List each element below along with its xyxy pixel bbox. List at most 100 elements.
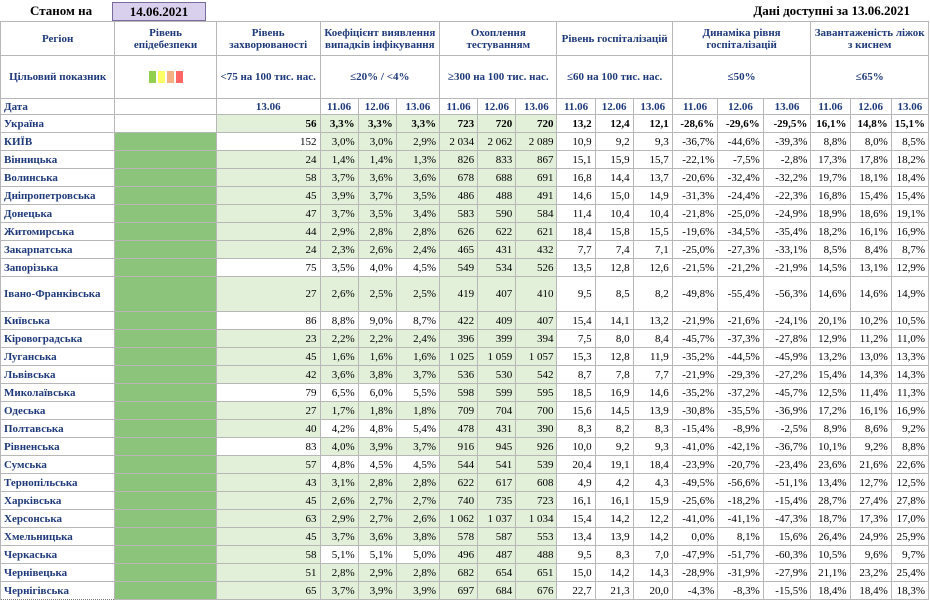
testing-value: 541 (477, 455, 517, 474)
testing-value: 867 (515, 150, 558, 169)
hosp-dyn-value: -34,5% (717, 222, 764, 241)
oxygen-value: 19,1% (890, 204, 930, 223)
positivity-value: 3,0% (319, 132, 359, 151)
hosp-value: 8,2 (594, 419, 634, 438)
positivity-value: 2,8% (319, 563, 359, 582)
table-row: Вінницька 24 1,4% 1,4% 1,3% 826 833 867 15,1 15,9… (0, 150, 930, 169)
epid-level-cell (114, 168, 217, 187)
testing-value: 530 (477, 365, 517, 384)
hosp-dyn-value: -27,8% (762, 329, 812, 348)
hosp-dyn-value: -24,4% (717, 186, 764, 205)
table-row: Тернопільська 43 3,1% 2,8% 2,8% 622 617 608 4,9 4… (0, 473, 930, 492)
region-name: Одеська (0, 401, 116, 420)
epid-level-cell (114, 365, 217, 384)
hosp-value: 14,2 (594, 563, 634, 582)
date-oxy-1: 11.06 (810, 98, 851, 115)
hosp-dyn-value: -37,2% (717, 383, 764, 402)
hosp-value: 9,5 (556, 276, 596, 312)
incidence-value: 24 (215, 150, 321, 169)
incidence-value: 45 (215, 347, 321, 366)
hosp-dyn-value: -36,7% (671, 132, 719, 151)
positivity-value: 2,4% (395, 329, 441, 348)
oxygen-value: 23,6% (810, 455, 851, 474)
hosp-dyn-value: -27,3% (717, 240, 764, 259)
hosp-dyn-value: -2,5% (762, 419, 812, 438)
positivity-value: 3,8% (395, 527, 441, 546)
testing-value: 926 (515, 437, 558, 456)
hosp-value: 8,3 (556, 419, 596, 438)
positivity-value: 4,8% (357, 419, 397, 438)
hosp-value: 13,5 (556, 258, 596, 277)
hosp-value: 13,2 (556, 114, 596, 133)
table-row: Полтавська 40 4,2% 4,8% 5,4% 478 431 390 8,3 8,2 8… (0, 419, 930, 438)
testing-value: 394 (515, 329, 558, 348)
hosp-value: 7,1 (632, 240, 673, 259)
epid-level-cell (114, 150, 217, 169)
oxygen-value: 12,9% (810, 329, 851, 348)
table-row: Україна 56 3,3% 3,3% 3,3% 723 720 720 13,2 12,4 12… (0, 114, 930, 133)
oxygen-value: 16,9% (890, 222, 930, 241)
incidence-value: 27 (215, 276, 321, 312)
hosp-value: 8,2 (632, 276, 673, 312)
oxygen-value: 17,8% (849, 150, 892, 169)
date-oxy-2: 12.06 (849, 98, 892, 115)
positivity-value: 2,2% (319, 329, 359, 348)
region-name: Житомирська (0, 222, 116, 241)
incidence-value: 47 (215, 204, 321, 223)
testing-value: 691 (515, 168, 558, 187)
testing-value: 626 (439, 222, 479, 241)
incidence-value: 86 (215, 311, 321, 330)
epid-table: Регіон Рівень епідебезпеки Рівень захвор… (0, 21, 930, 600)
positivity-value: 4,0% (319, 437, 359, 456)
oxygen-value: 18,2% (810, 222, 851, 241)
hosp-dyn-value: -32,2% (762, 168, 812, 187)
hosp-value: 7,7 (632, 365, 673, 384)
testing-value: 526 (515, 258, 558, 277)
epid-level-cell (114, 240, 217, 259)
testing-value: 432 (515, 240, 558, 259)
oxygen-value: 17,3% (810, 150, 851, 169)
oxygen-value: 15,4% (890, 186, 930, 205)
col-hosp: Рівень госпіталізацій (556, 21, 673, 56)
positivity-value: 4,8% (319, 455, 359, 474)
oxygen-value: 8,6% (849, 419, 892, 438)
positivity-value: 1,4% (357, 150, 397, 169)
hosp-dyn-value: -21,6% (717, 311, 764, 330)
oxygen-value: 27,4% (849, 491, 892, 510)
oxygen-value: 9,6% (849, 545, 892, 564)
hosp-value: 9,5 (556, 545, 596, 564)
testing-value: 599 (477, 383, 517, 402)
positivity-value: 2,6% (319, 491, 359, 510)
oxygen-value: 18,1% (849, 168, 892, 187)
positivity-value: 2,9% (395, 132, 441, 151)
epid-level-cell (114, 311, 217, 330)
incidence-value: 58 (215, 545, 321, 564)
target-incidence: <75 на 100 тис. нас. (215, 55, 321, 99)
table-row: Харківська 45 2,6% 2,7% 2,7% 740 735 723 16,1 16,… (0, 491, 930, 510)
hosp-value: 13,2 (632, 311, 673, 330)
table-row: Закарпатська 24 2,3% 2,6% 2,4% 465 431 432 7,7 7,… (0, 240, 930, 259)
oxygen-value: 24,9% (849, 527, 892, 546)
positivity-value: 3,9% (357, 581, 397, 600)
hosp-dyn-value: -29,3% (717, 365, 764, 384)
hosp-dyn-value: -47,3% (762, 509, 812, 528)
testing-value: 409 (477, 311, 517, 330)
hosp-dyn-value: -24,9% (762, 204, 812, 223)
epid-level-cell (114, 527, 217, 546)
hosp-dyn-value: -41,1% (717, 509, 764, 528)
oxygen-value: 10,5% (890, 311, 930, 330)
oxygen-value: 28,7% (810, 491, 851, 510)
hosp-value: 14,6 (632, 383, 673, 402)
region-name: Тернопільська (0, 473, 116, 492)
table-row: Хмельницька 45 3,7% 3,6% 3,8% 578 587 553 13,4 13… (0, 527, 930, 546)
incidence-value: 51 (215, 563, 321, 582)
hosp-dyn-value: -27,9% (762, 563, 812, 582)
positivity-value: 3,9% (395, 581, 441, 600)
hosp-dyn-value: -21,2% (717, 258, 764, 277)
testing-value: 684 (477, 581, 517, 600)
hosp-value: 14,2 (594, 509, 634, 528)
hosp-value: 15,5 (632, 222, 673, 241)
positivity-value: 3,9% (319, 186, 359, 205)
oxygen-value: 17,3% (849, 509, 892, 528)
positivity-value: 3,7% (395, 437, 441, 456)
